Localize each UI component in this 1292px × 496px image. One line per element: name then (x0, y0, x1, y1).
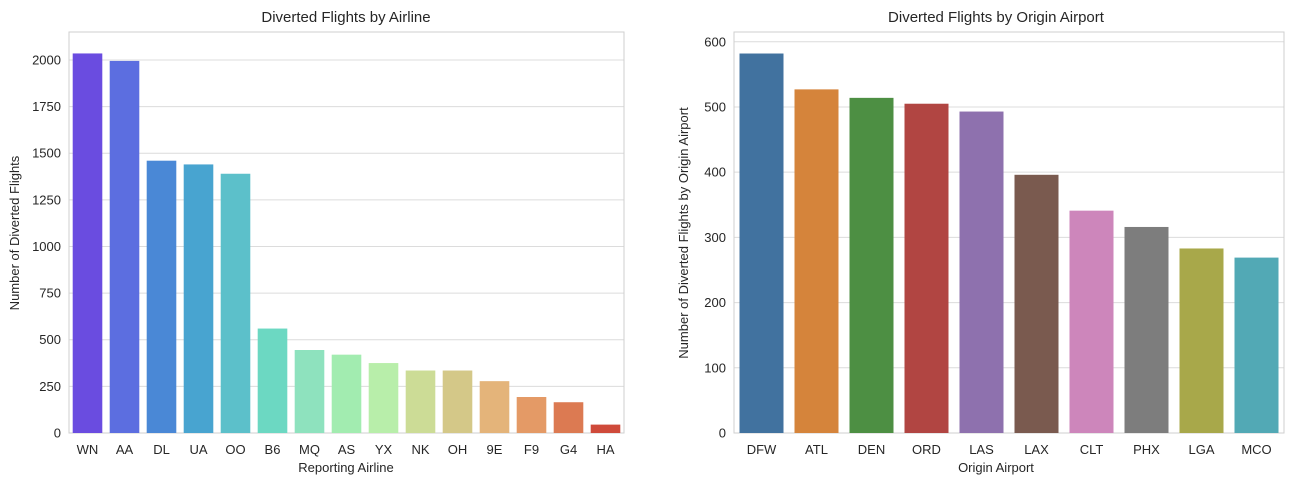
x-tick-label: LGA (1188, 442, 1214, 457)
y-tick-label: 0 (54, 426, 61, 441)
bar-nk (405, 370, 436, 433)
y-tick-label: 400 (704, 165, 726, 180)
bar-mco (1234, 257, 1279, 433)
x-tick-label: ORD (912, 442, 941, 457)
x-tick-label: LAX (1024, 442, 1049, 457)
bar-ua (183, 164, 214, 433)
bar-oo (220, 173, 251, 433)
y-tick-label: 500 (704, 99, 726, 114)
bar-g4 (553, 402, 584, 433)
chart-title: Diverted Flights by Origin Airport (888, 9, 1105, 26)
bar-phx (1124, 226, 1169, 433)
plot-frame (733, 31, 1285, 434)
bar-yx (368, 363, 399, 433)
x-tick-label: NK (411, 442, 429, 457)
y-tick-label: 500 (39, 332, 61, 347)
x-tick-label: DFW (747, 442, 777, 457)
bar-wn (72, 53, 103, 433)
y-tick-label: 0 (719, 426, 726, 441)
x-tick-label: UA (189, 442, 207, 457)
x-tick-label: OH (448, 442, 468, 457)
bar-mq (294, 350, 325, 433)
bar-ha (590, 424, 621, 433)
x-tick-label: PHX (1133, 442, 1160, 457)
x-tick-label: AA (116, 442, 134, 457)
y-tick-label: 1250 (32, 192, 61, 207)
x-tick-label: ATL (805, 442, 828, 457)
x-tick-label: HA (596, 442, 614, 457)
x-tick-label: F9 (524, 442, 539, 457)
bar-b6 (257, 328, 288, 433)
bar-aa (109, 60, 140, 433)
bar-as (331, 354, 362, 433)
x-tick-label: MQ (299, 442, 320, 457)
bar-dfw (739, 53, 784, 433)
y-axis-label: Number of Diverted Flights by Origin Air… (676, 107, 691, 359)
y-tick-label: 250 (39, 379, 61, 394)
bar-den (849, 97, 894, 433)
y-tick-label: 1500 (32, 146, 61, 161)
y-tick-label: 600 (704, 34, 726, 49)
x-tick-label: YX (375, 442, 393, 457)
bar-clt (1069, 210, 1114, 433)
bar-ord (904, 103, 949, 434)
x-tick-label: 9E (487, 442, 503, 457)
chart-diverted-by-airline: Diverted Flights by Airline Reporting Ai… (7, 9, 625, 475)
x-tick-label: AS (338, 442, 356, 457)
bar-lga (1179, 248, 1224, 433)
x-axis-label: Origin Airport (958, 460, 1034, 475)
x-axis-label: Reporting Airline (298, 460, 393, 475)
y-axis-label: Number of Diverted Flights (7, 155, 22, 310)
x-tick-label: MCO (1241, 442, 1271, 457)
x-tick-label: WN (77, 442, 99, 457)
bar-atl (794, 89, 839, 434)
bar-f9 (516, 397, 547, 433)
bar-9e (479, 381, 510, 433)
bar-oh (442, 370, 473, 433)
bar-dl (146, 160, 177, 433)
x-tick-label: DL (153, 442, 170, 457)
x-tick-label: LAS (969, 442, 994, 457)
chart-diverted-by-origin: Diverted Flights by Origin Airport Origi… (676, 9, 1285, 475)
x-tick-label: B6 (265, 442, 281, 457)
x-tick-label: G4 (560, 442, 577, 457)
x-tick-label: OO (225, 442, 245, 457)
bar-las (959, 111, 1004, 433)
y-tick-label: 1750 (32, 99, 61, 114)
chart-title: Diverted Flights by Airline (261, 9, 430, 26)
y-tick-label: 750 (39, 286, 61, 301)
y-tick-label: 1000 (32, 239, 61, 254)
y-tick-label: 100 (704, 360, 726, 375)
x-tick-label: CLT (1080, 442, 1104, 457)
y-tick-label: 2000 (32, 52, 61, 67)
bar-lax (1014, 174, 1059, 434)
y-tick-label: 200 (704, 295, 726, 310)
y-tick-label: 300 (704, 230, 726, 245)
x-tick-label: DEN (858, 442, 885, 457)
